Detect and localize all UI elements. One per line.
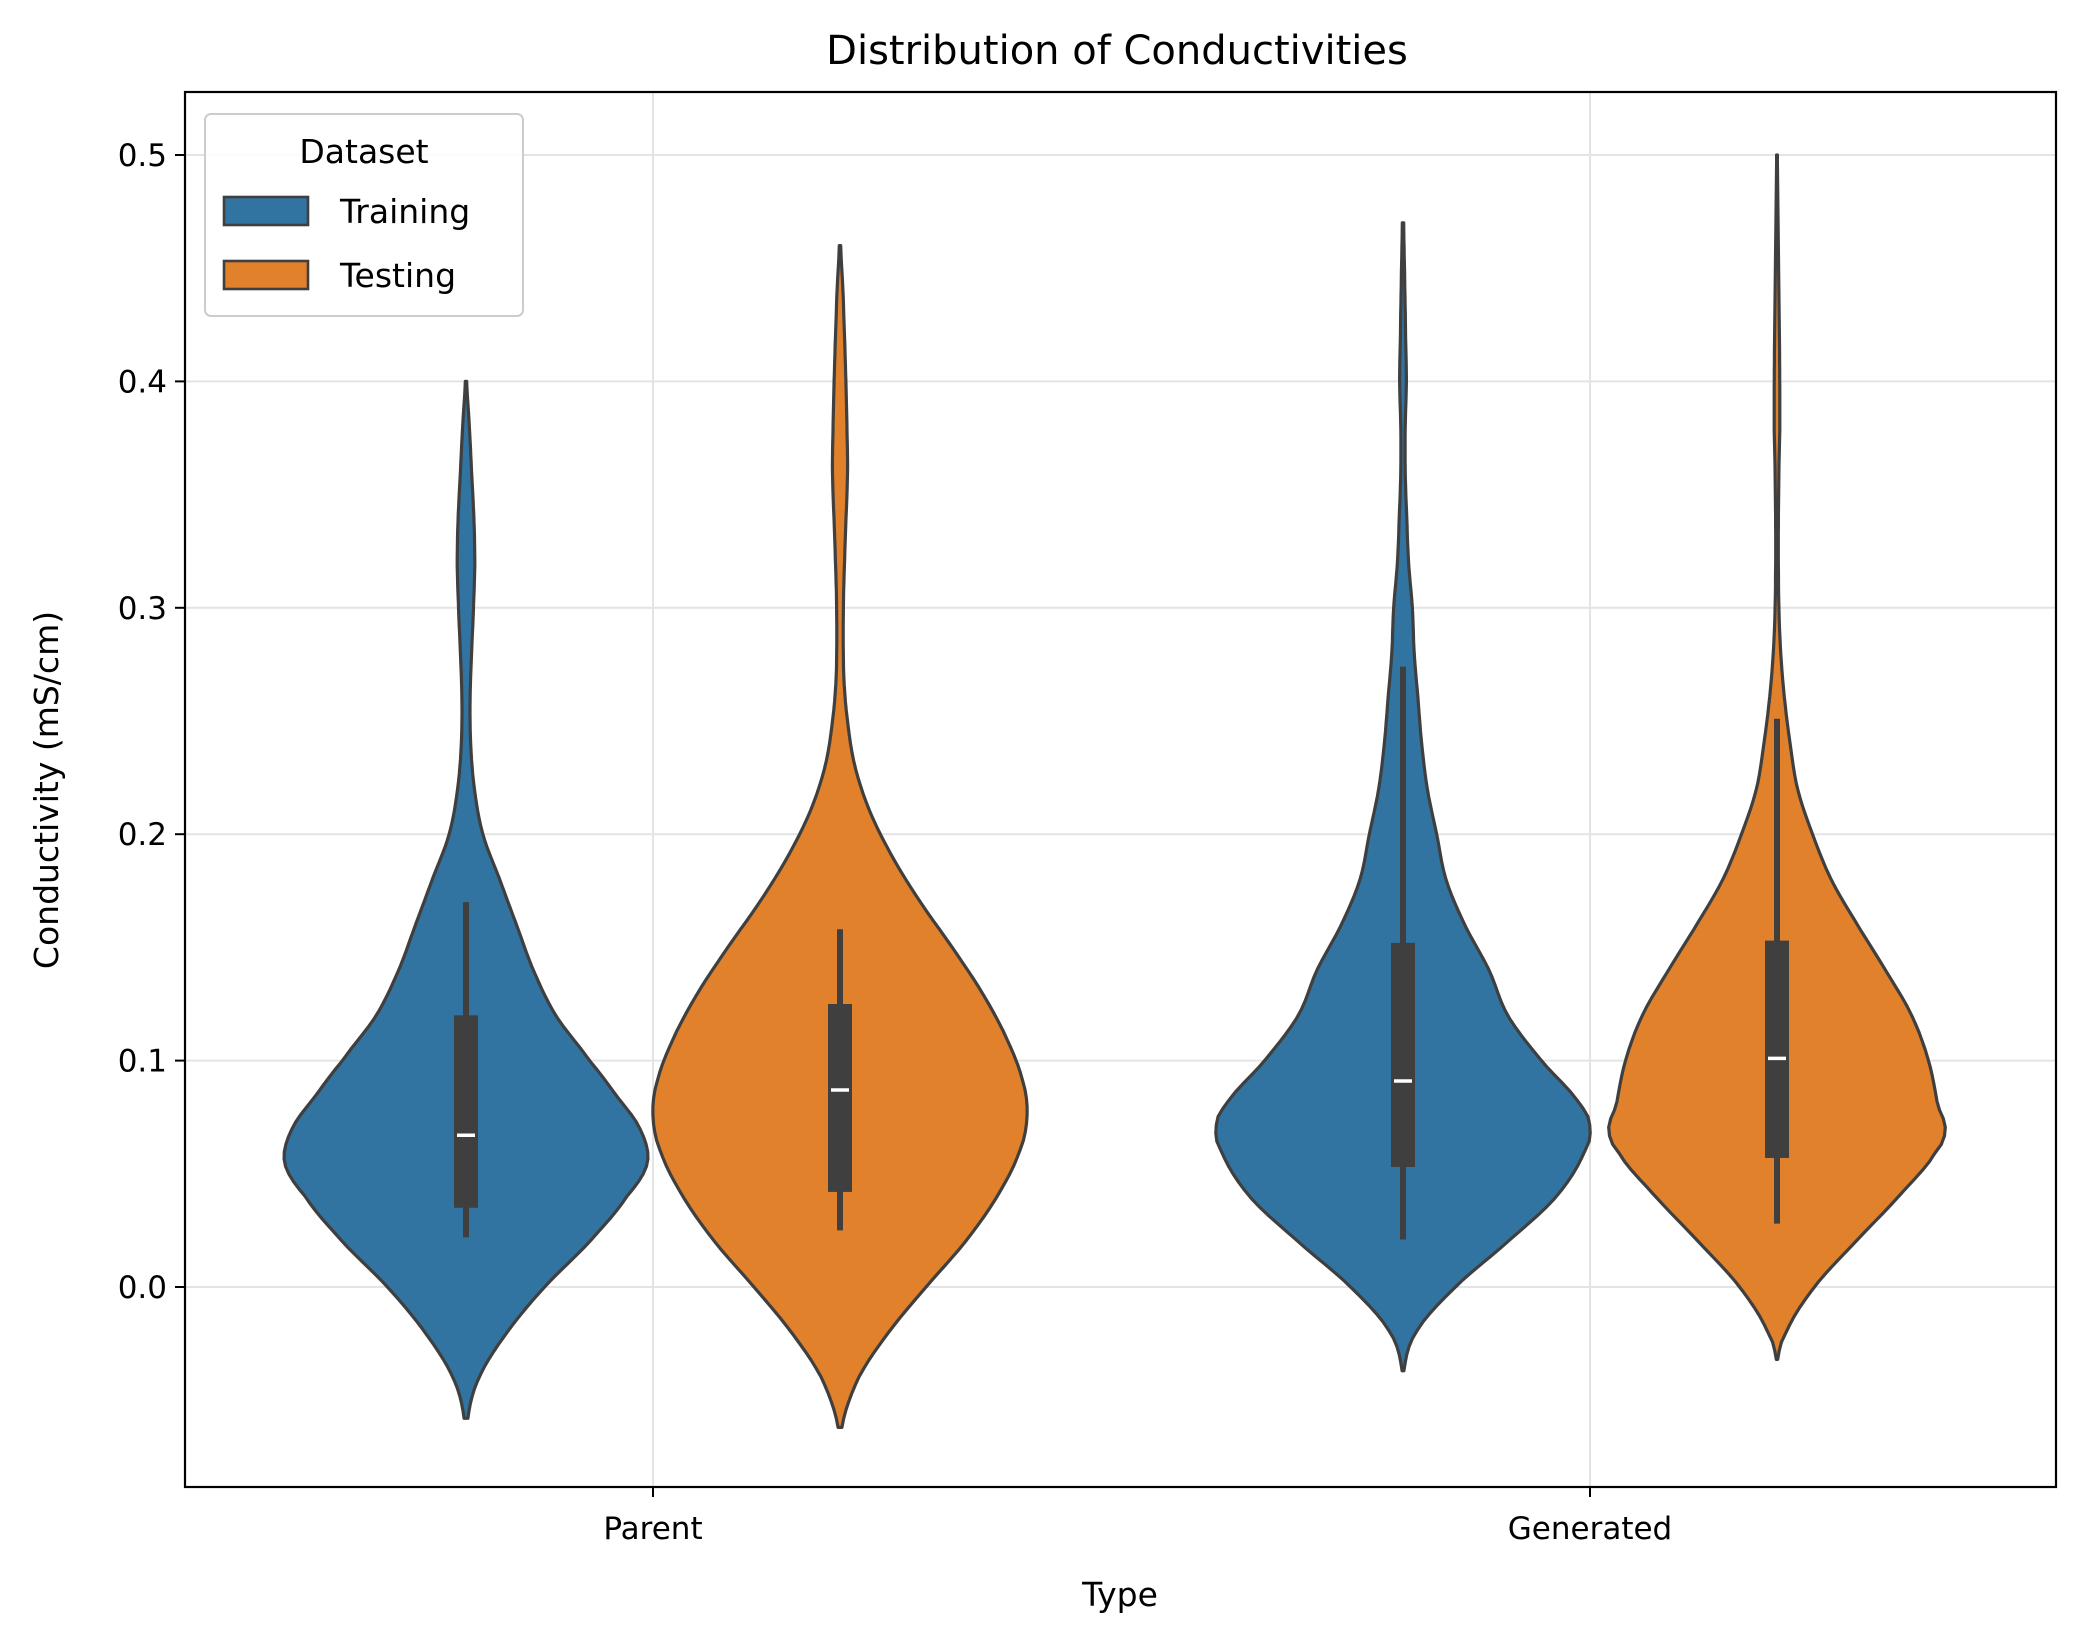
y-tick-label: 0.0 (118, 1270, 167, 1306)
plot-frame (183, 90, 2058, 1489)
chart-title: Distribution of Conductivities (826, 28, 1408, 74)
iqr-box-training-parent (454, 1015, 478, 1208)
y-tick-label: 0.1 (118, 1044, 167, 1080)
y-tick-label: 0.2 (118, 817, 167, 853)
iqr-box-training-generated (1391, 942, 1415, 1168)
y-tick-label: 0.5 (118, 138, 167, 174)
violin-testing-parent (651, 244, 1029, 1429)
x-axis-label: Type (1081, 1575, 1158, 1614)
x-tick-label-generated: Generated (1508, 1511, 1672, 1547)
legend-label-training: Training (339, 192, 470, 231)
x-axis: Parent Generated (603, 1487, 1672, 1547)
legend-swatch-training (222, 195, 310, 227)
violins-layer (282, 153, 1947, 1429)
iqr-box-testing-parent (828, 1004, 852, 1192)
y-tick-label: 0.3 (118, 591, 167, 627)
legend-label-testing: Testing (339, 256, 456, 295)
iqr-box-testing-generated (1765, 940, 1789, 1158)
violin-training-parent (282, 379, 650, 1420)
y-tick-label: 0.4 (118, 364, 167, 400)
legend-title: Dataset (299, 132, 428, 171)
y-axis: 0.0 0.1 0.2 0.3 0.4 0.5 (118, 138, 185, 1306)
x-tick-label-parent: Parent (603, 1511, 702, 1547)
legend: Dataset Training Testing (204, 113, 524, 317)
legend-swatch-testing (222, 259, 310, 291)
y-axis-label: Conductivity (mS/cm) (27, 611, 66, 969)
